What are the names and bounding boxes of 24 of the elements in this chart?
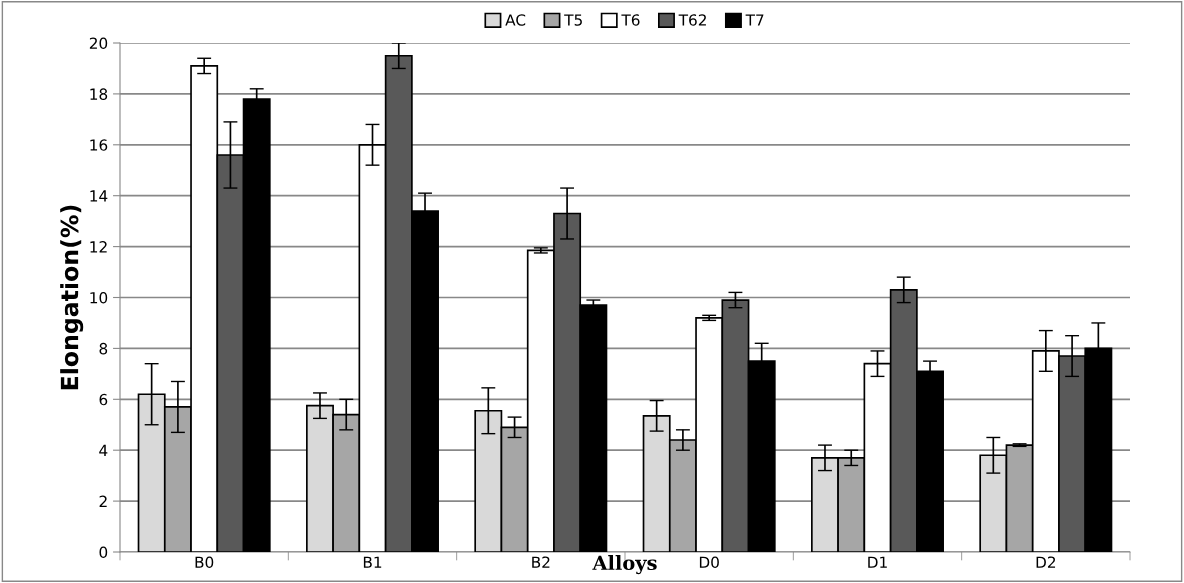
y-tick-label: 16 bbox=[90, 139, 108, 151]
y-tick-label: 4 bbox=[99, 444, 108, 456]
legend-label: T7 bbox=[745, 14, 764, 26]
x-tick-label: B2 bbox=[532, 556, 550, 568]
x-tick-label: D1 bbox=[868, 556, 887, 568]
y-tick-label: 0 bbox=[99, 546, 108, 559]
y-tick-label: 14 bbox=[90, 190, 108, 202]
y-axis-title: Elongation(%) bbox=[60, 205, 84, 390]
y-tick-label: 12 bbox=[90, 241, 107, 253]
legend-label: T5 bbox=[564, 14, 582, 26]
legend-label: T6 bbox=[621, 14, 640, 26]
y-tick-label: 10 bbox=[90, 291, 108, 304]
x-tick-label: B0 bbox=[195, 556, 214, 568]
x-tick-label: D0 bbox=[699, 556, 719, 568]
y-tick-label: 6 bbox=[99, 393, 108, 406]
y-tick-label: 2 bbox=[99, 495, 107, 507]
y-tick-label: 18 bbox=[90, 88, 108, 100]
legend-label: T62 bbox=[678, 14, 706, 26]
y-tick-label: 20 bbox=[89, 37, 108, 50]
x-tick-label: B1 bbox=[363, 556, 382, 568]
y-tick-label: 8 bbox=[99, 342, 108, 355]
x-axis-title: Alloys bbox=[592, 555, 657, 575]
legend-label: AC bbox=[505, 14, 526, 26]
x-tick-label: D2 bbox=[1036, 556, 1056, 568]
